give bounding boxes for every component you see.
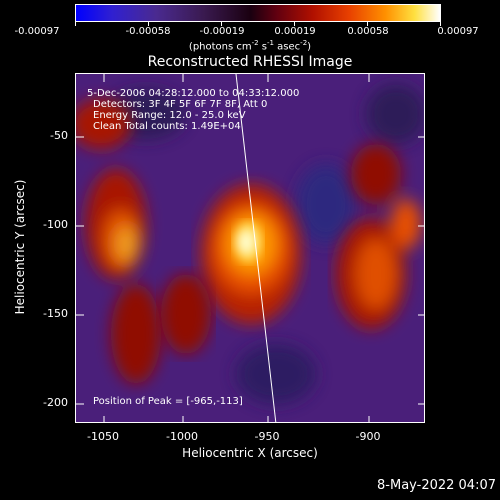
colorbar-ticks <box>75 21 441 27</box>
info-detectors: Detectors: 3F 4F 5F 6F 7F 8F, Att 0 <box>93 99 268 110</box>
footer-date: 8-May-2022 04:07 <box>377 478 496 493</box>
plot-title: Reconstructed RHESSI Image <box>147 54 353 70</box>
image-svg <box>76 74 424 422</box>
y-tick-label: -150 <box>43 307 68 320</box>
info-time-range: 5-Dec-2006 04:28:12.000 to 04:33:12.000 <box>87 88 300 99</box>
unit-text: ) <box>307 41 312 53</box>
y-tick-label: -200 <box>43 396 68 409</box>
unit-exp: -2 <box>300 39 308 47</box>
rhessi-image <box>75 73 425 423</box>
info-energy: Energy Range: 12.0 - 25.0 keV <box>93 110 246 121</box>
info-peak: Position of Peak = [-965,-113] <box>93 396 243 407</box>
unit-exp: -2 <box>251 39 259 47</box>
unit-text: (photons cm <box>188 41 252 53</box>
info-clean: Clean Total counts: 1.49E+04 <box>93 121 241 132</box>
x-tick-label: -900 <box>355 430 381 443</box>
colorbar-tick-label: 0.00058 <box>347 26 389 37</box>
limb-line <box>235 74 277 422</box>
y-tick-label: -50 <box>50 129 68 142</box>
colorbar-tick-label: 0.00019 <box>274 26 316 37</box>
colorbar-tick-label: -0.00097 <box>14 26 60 37</box>
y-tick-label: -100 <box>43 218 68 231</box>
x-tick-label: -1050 <box>87 430 119 443</box>
unit-text: s <box>258 41 268 53</box>
x-tick-label: -950 <box>254 430 280 443</box>
colorbar-tick-label: 0.00097 <box>437 26 479 37</box>
x-tick-label: -1000 <box>166 430 198 443</box>
colorbar-tick-label: -0.00019 <box>199 26 245 37</box>
y-axis-label: Heliocentric Y (arcsec) <box>13 179 27 315</box>
x-axis-label: Heliocentric X (arcsec) <box>182 446 318 460</box>
colorbar-tick-label: -0.00058 <box>125 26 171 37</box>
unit-text: asec <box>274 41 301 53</box>
unit-exp: -1 <box>267 39 274 47</box>
colorbar-unit: (photons cm-2 s-1 asec-2) <box>0 39 500 52</box>
colorbar <box>75 4 441 22</box>
